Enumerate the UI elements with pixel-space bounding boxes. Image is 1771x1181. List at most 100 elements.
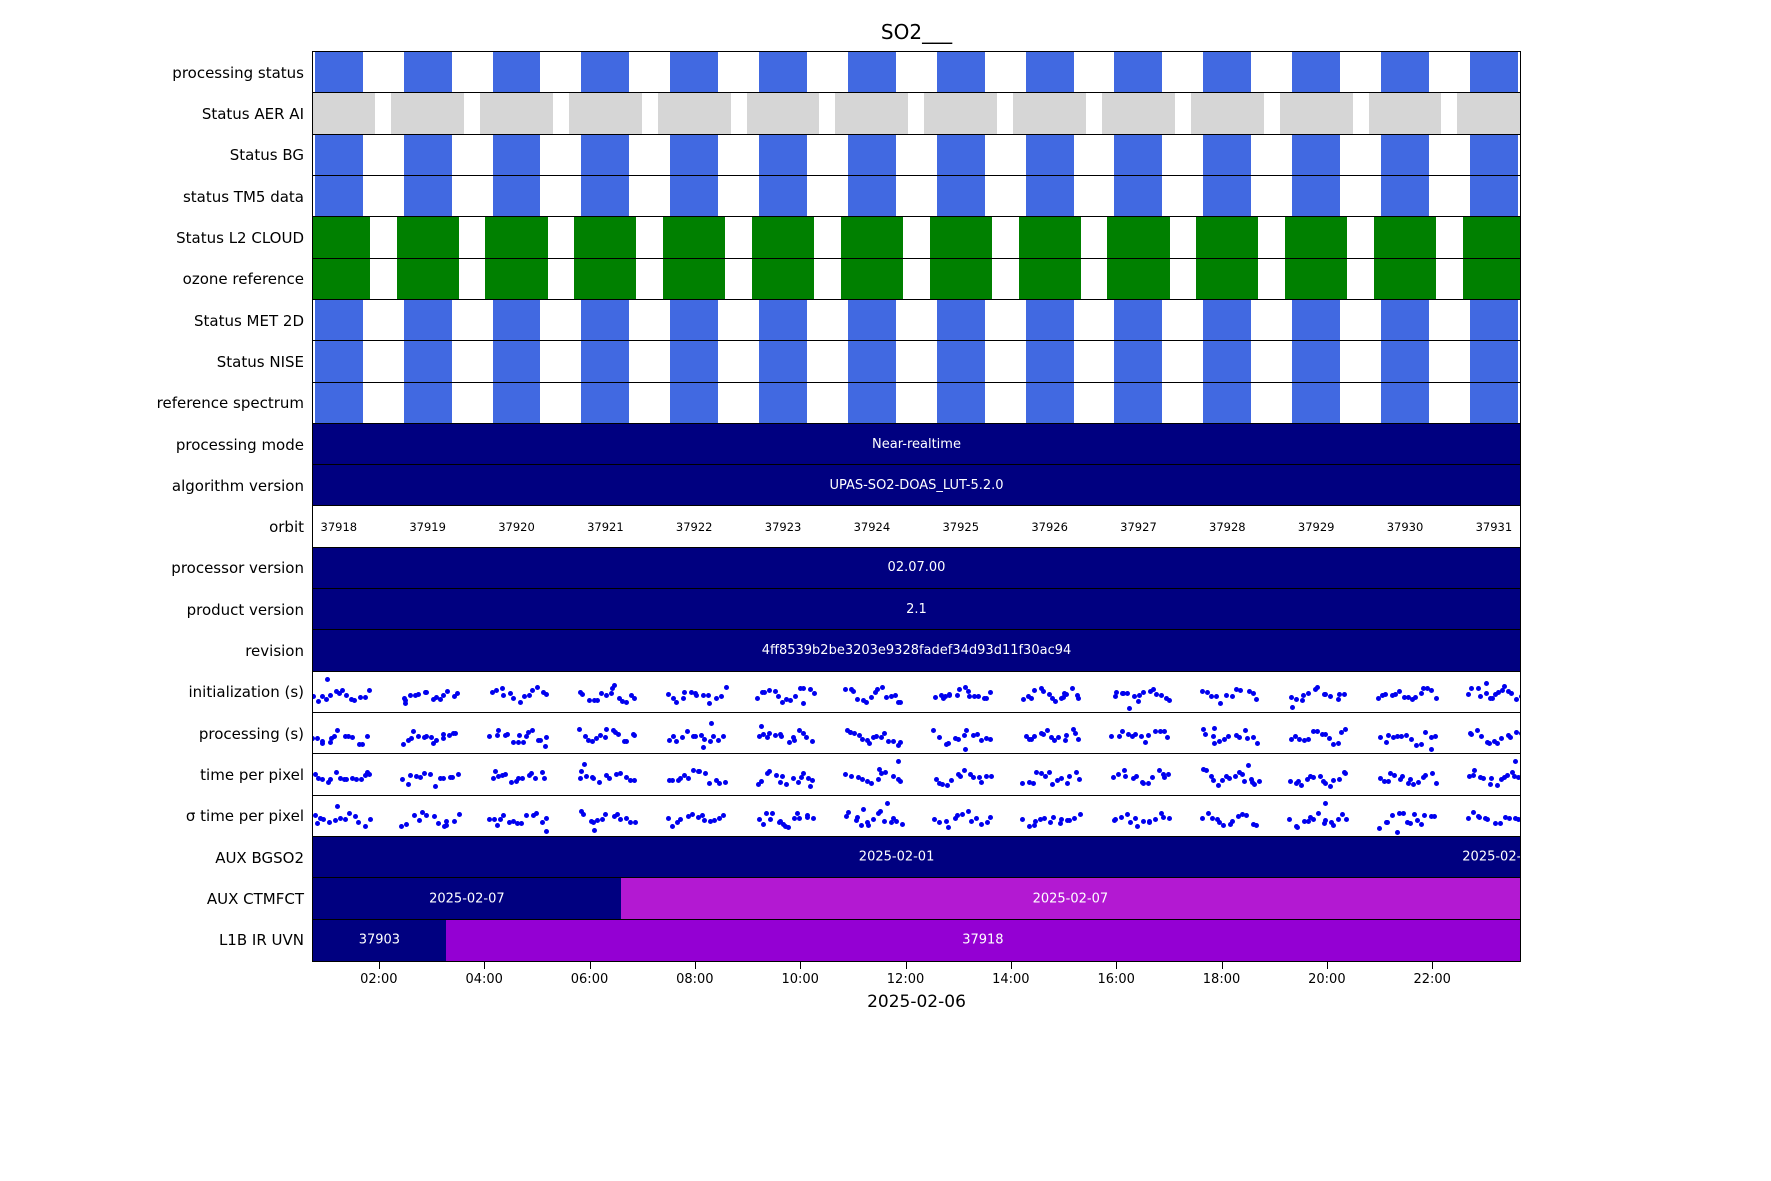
status-block-orbit-37926 — [1018, 258, 1081, 299]
data-point — [791, 734, 797, 740]
data-point — [424, 733, 430, 739]
data-point — [945, 783, 951, 789]
data-point — [1020, 817, 1026, 823]
bar-value-processor-version: 02.07.00 — [887, 560, 946, 576]
segment-aux-bgso2-1: 2025-02-02 — [1462, 837, 1520, 878]
data-point — [441, 731, 447, 737]
row-status-bg — [313, 134, 1520, 176]
status-block-orbit-37929 — [1292, 52, 1341, 93]
data-point — [1288, 778, 1294, 784]
status-block-orbit-37931 — [1457, 93, 1520, 134]
data-point — [957, 687, 963, 693]
data-point — [335, 727, 341, 733]
row-initialization-s — [313, 672, 1520, 714]
data-point — [623, 774, 629, 780]
data-point — [811, 690, 817, 696]
data-point — [778, 819, 784, 825]
data-point — [1200, 767, 1206, 773]
data-point — [809, 738, 815, 744]
data-point — [706, 781, 712, 787]
data-point — [409, 735, 415, 741]
data-point — [1383, 692, 1389, 698]
data-point — [1152, 817, 1158, 823]
data-point — [1494, 740, 1500, 746]
data-point — [1432, 813, 1438, 819]
x-axis-tick-label: 20:00 — [1308, 972, 1346, 987]
data-point — [1406, 780, 1412, 786]
data-point — [350, 775, 356, 781]
status-block-orbit-37931 — [1469, 52, 1518, 93]
data-point — [623, 815, 629, 821]
data-point — [1321, 820, 1327, 826]
status-block-orbit-37931 — [1469, 134, 1518, 175]
data-point — [880, 684, 886, 690]
data-point — [356, 820, 362, 826]
data-point — [1253, 822, 1259, 828]
orbit-number: 37922 — [675, 519, 713, 534]
data-point — [785, 824, 791, 830]
data-point — [1167, 697, 1173, 703]
orbit-number: 37929 — [1297, 519, 1335, 534]
data-point — [598, 690, 604, 696]
data-point — [1235, 813, 1241, 819]
data-point — [893, 692, 899, 698]
data-point — [627, 820, 633, 826]
data-point — [616, 696, 622, 702]
data-point — [1076, 736, 1082, 742]
data-point — [1141, 690, 1147, 696]
x-axis-tick-label: 18:00 — [1202, 972, 1241, 987]
data-point — [346, 734, 352, 740]
x-axis-tick-label: 16:00 — [1097, 972, 1135, 987]
data-point — [717, 815, 723, 821]
data-point — [1310, 729, 1316, 735]
status-block-orbit-37922 — [657, 93, 731, 134]
data-point — [1050, 781, 1056, 787]
data-point — [1045, 728, 1051, 734]
data-point-outlier — [402, 700, 408, 706]
status-block-orbit-37921 — [574, 217, 637, 258]
data-point — [1337, 691, 1343, 697]
data-point — [954, 812, 960, 818]
status-block-orbit-37930 — [1381, 299, 1429, 341]
status-block-orbit-37927 — [1102, 93, 1175, 134]
x-axis-tick-label: 10:00 — [781, 972, 819, 987]
data-point — [1153, 691, 1159, 697]
data-point — [690, 768, 696, 774]
data-point — [1377, 825, 1383, 831]
orbit-number: 37924 — [853, 519, 891, 534]
data-point — [720, 733, 726, 739]
data-point — [618, 816, 624, 822]
data-point-outlier — [578, 768, 584, 774]
data-point — [936, 735, 942, 741]
data-point — [1508, 691, 1514, 697]
status-block-orbit-37919 — [396, 258, 459, 299]
data-point — [407, 693, 413, 699]
data-point — [939, 692, 945, 698]
data-point — [534, 811, 540, 817]
data-point — [616, 732, 622, 738]
data-point — [796, 728, 802, 734]
data-point — [1070, 727, 1076, 733]
data-point — [795, 779, 801, 785]
status-block-orbit-37927 — [1114, 134, 1163, 175]
data-point — [1499, 687, 1505, 693]
data-point — [953, 816, 959, 822]
data-point — [949, 777, 955, 783]
row-label-revision: revision — [245, 642, 304, 661]
data-point — [450, 730, 456, 736]
data-point — [1021, 696, 1027, 702]
status-block-orbit-37926 — [1013, 93, 1087, 134]
status-block-orbit-37921 — [581, 299, 630, 341]
data-point — [576, 726, 582, 732]
data-point — [1135, 824, 1140, 830]
status-block-orbit-37922 — [670, 341, 719, 382]
data-point — [320, 777, 326, 783]
data-point — [342, 817, 348, 823]
x-axis-date-label: 2025-02-06 — [867, 992, 966, 1012]
data-point — [318, 816, 324, 822]
data-point — [1294, 696, 1300, 702]
segment-aux-ctmfct-1: 2025-02-07 — [620, 878, 1520, 919]
data-point — [778, 733, 784, 739]
status-block-orbit-37919 — [396, 217, 459, 258]
data-point-outlier — [963, 747, 969, 753]
